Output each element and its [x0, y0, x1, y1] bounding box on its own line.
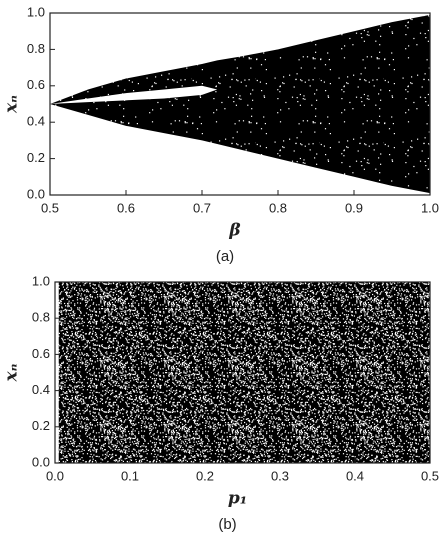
y-tick-label: 1.0 [27, 4, 45, 19]
x-tick-label: 0.0 [46, 468, 64, 483]
data-region [58, 282, 430, 463]
data-region [50, 14, 430, 194]
y-tick-label: 0.8 [32, 310, 50, 325]
y-tick-label: 0.2 [27, 150, 45, 165]
x-tick-label: 0.9 [345, 200, 363, 215]
x-tick-label: 0.1 [121, 468, 139, 483]
plot-frame [49, 12, 431, 196]
x-tick-label: 0.5 [421, 468, 439, 483]
x-tick-label: 0.2 [196, 468, 214, 483]
y-axis-label: xₙ [2, 363, 22, 382]
y-axis-label: xₙ [2, 95, 22, 114]
y-tick-label: 0.4 [27, 114, 45, 129]
y-tick-label: 0.6 [32, 346, 50, 361]
x-tick-label: 0.7 [193, 200, 211, 215]
x-axis-label: β [228, 221, 240, 241]
x-tick-label: 1.0 [421, 200, 439, 215]
y-tick-label: 0.2 [32, 418, 50, 433]
y-tick-label: 1.0 [32, 273, 50, 288]
y-tick-label: 0.0 [27, 186, 45, 201]
y-tick-label: 0.0 [32, 454, 50, 469]
caption: (b) [218, 516, 236, 533]
x-tick-label: 0.5 [41, 200, 59, 215]
y-tick-label: 0.8 [27, 41, 45, 56]
x-tick-label: 0.4 [346, 468, 364, 483]
plot-frame [54, 281, 431, 464]
gap-region [50, 85, 218, 104]
caption: (a) [216, 248, 234, 265]
x-tick-label: 0.3 [271, 468, 289, 483]
x-tick-label: 0.8 [269, 200, 287, 215]
x-axis-label: p₁ [228, 489, 247, 509]
y-tick-label: 0.4 [32, 382, 50, 397]
y-tick-label: 0.6 [27, 77, 45, 92]
x-tick-label: 0.6 [117, 200, 135, 215]
